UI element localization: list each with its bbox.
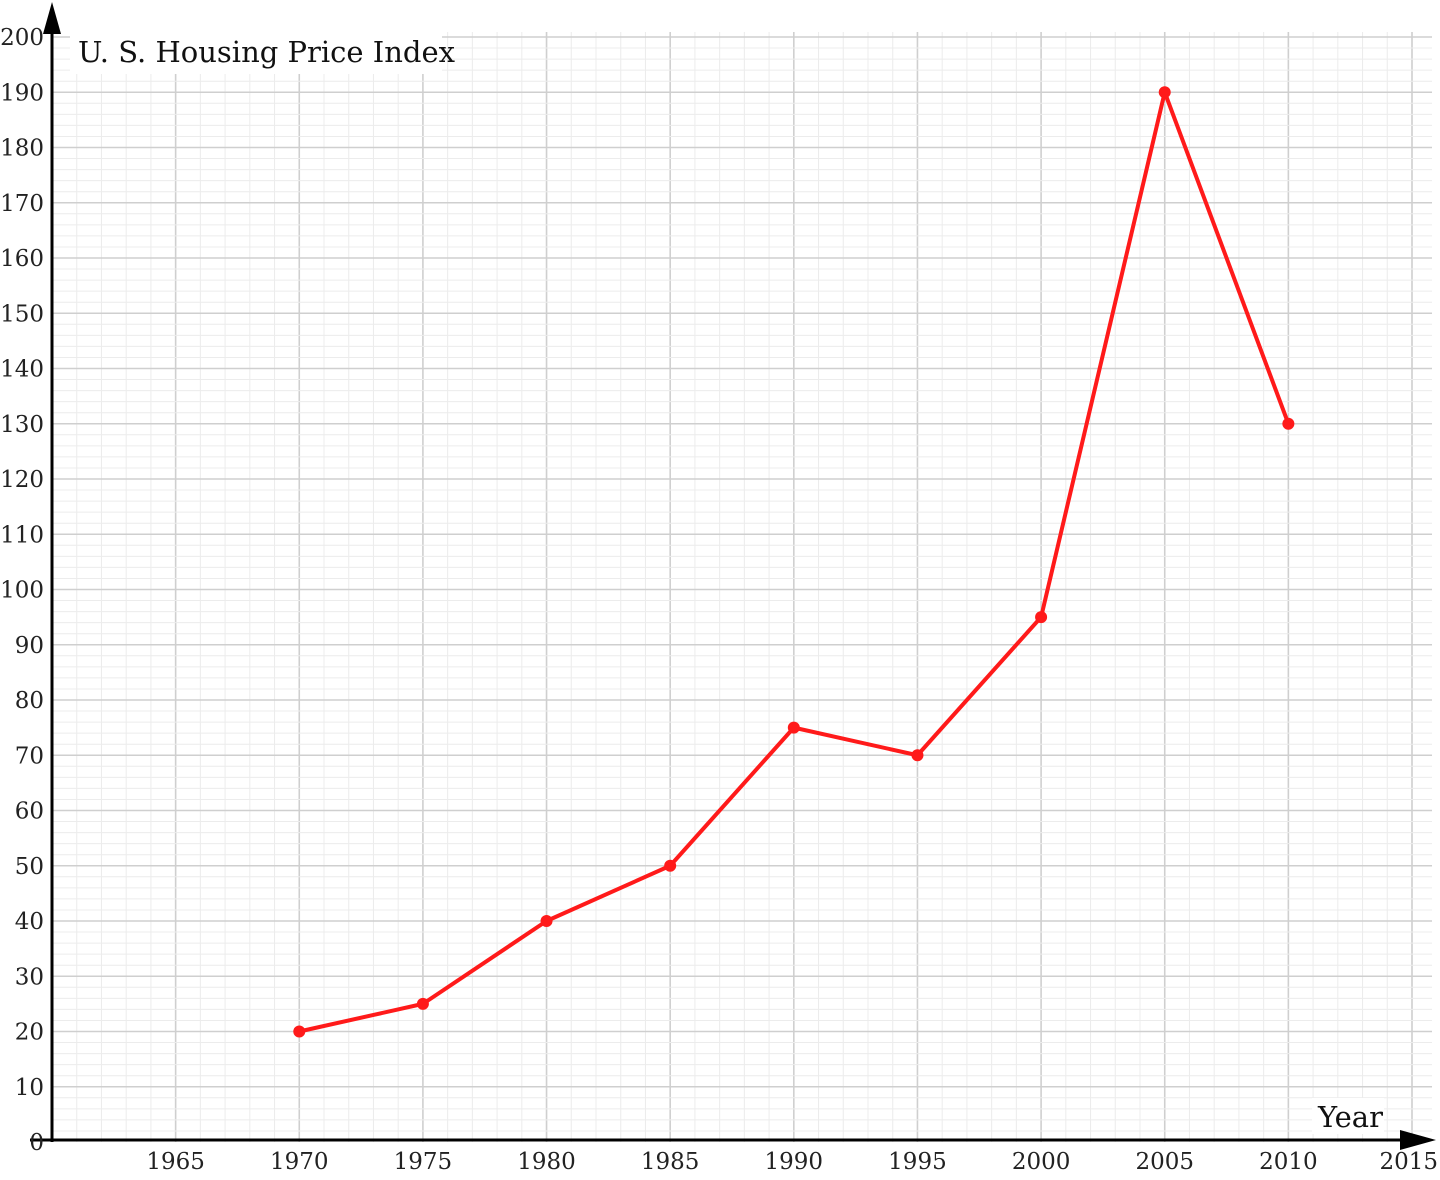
grid — [52, 32, 1432, 1142]
y-tick-label: 140 — [0, 357, 44, 383]
x-tick-labels: 1965 1970 1975 1980 1985 1990 1995 2000 2005 2010… — [146, 1149, 1438, 1175]
x-tick-label: 1975 — [394, 1149, 453, 1175]
data-point — [1158, 86, 1171, 99]
x-tick-label: 1990 — [765, 1149, 824, 1175]
y-axis-arrow — [43, 2, 61, 34]
x-tick-label: 1985 — [641, 1149, 700, 1175]
data-point — [1282, 417, 1295, 430]
series — [293, 86, 1295, 1038]
y-tick-label: 190 — [0, 80, 44, 106]
data-point — [293, 1025, 306, 1038]
x-tick-label: 1995 — [888, 1149, 947, 1175]
x-tick-label: 2015 — [1379, 1149, 1438, 1175]
x-axis-arrow — [1400, 1130, 1436, 1150]
y-tick-label: 0 — [29, 1130, 44, 1156]
data-point — [664, 859, 677, 872]
y-tick-label: 180 — [0, 136, 44, 162]
y-tick-label: 70 — [15, 743, 44, 769]
y-tick-label: 60 — [15, 799, 44, 825]
y-tick-label: 80 — [15, 688, 44, 714]
y-tick-label: 90 — [15, 633, 44, 659]
y-tick-label: 200 — [0, 25, 44, 51]
y-tick-label: 50 — [15, 854, 44, 880]
data-point — [911, 749, 924, 762]
y-tick-label: 30 — [15, 964, 44, 990]
x-tick-label: 1980 — [517, 1149, 576, 1175]
y-tick-label: 130 — [0, 412, 44, 438]
y-tick-label: 170 — [0, 191, 44, 217]
axes — [30, 2, 1436, 1150]
y-tick-label: 120 — [0, 467, 44, 493]
chart-title: U. S. Housing Price Index — [78, 35, 455, 69]
data-point — [787, 721, 800, 734]
x-tick-label: 1970 — [270, 1149, 329, 1175]
x-label-background — [1312, 1098, 1384, 1134]
y-tick-label: 150 — [0, 301, 44, 327]
y-tick-label: 110 — [0, 522, 44, 548]
y-tick-label: 40 — [15, 909, 44, 935]
x-tick-label: 2010 — [1259, 1149, 1318, 1175]
y-tick-label: 100 — [0, 578, 44, 604]
y-tick-label: 160 — [0, 246, 44, 272]
data-point — [1035, 611, 1048, 624]
y-tick-label: 20 — [15, 1020, 44, 1046]
x-tick-label: 2000 — [1012, 1149, 1071, 1175]
x-tick-label: 1965 — [146, 1149, 205, 1175]
y-tick-label: 10 — [15, 1075, 44, 1101]
title-background — [70, 30, 442, 74]
y-tick-labels: 0 10 20 30 40 50 60 70 80 90 100 110 120 130 140 150 160… — [0, 25, 44, 1156]
data-point — [540, 915, 553, 927]
data-point — [416, 997, 429, 1010]
x-axis-label: Year — [1317, 1100, 1383, 1134]
x-tick-label: 2005 — [1135, 1149, 1194, 1175]
